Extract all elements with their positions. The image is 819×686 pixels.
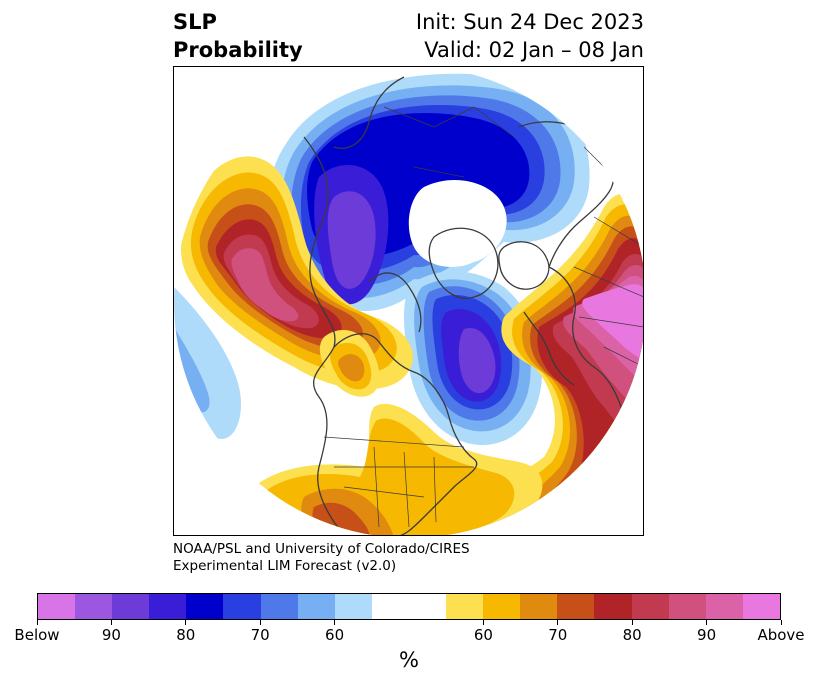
colorbar-segment-5 — [223, 594, 261, 619]
colorbar-segment-12 — [483, 594, 521, 619]
colorbar-unit: % — [399, 648, 419, 672]
colorbar-segment-9 — [371, 594, 409, 619]
colorbar-tick-label: Above — [757, 626, 805, 644]
colorbar-tick-mark — [557, 620, 559, 625]
colorbar-segment-7 — [297, 594, 335, 619]
credit-line-2: Experimental LIM Forecast (v2.0) — [173, 558, 397, 574]
colorbar-tick-mark — [334, 620, 336, 625]
colorbar-tick-label: 80 — [622, 626, 642, 644]
credit-text: NOAA/PSL and University of Colorado/CIRE… — [173, 541, 470, 575]
colorbar-segment-8 — [334, 594, 372, 619]
colorbar-tick-mark — [780, 620, 782, 625]
colorbar-segment-14 — [557, 594, 595, 619]
colorbar-segment-4 — [186, 594, 224, 619]
colorbar-tick-label: 60 — [473, 626, 493, 644]
colorbar-segment-15 — [594, 594, 632, 619]
colorbar-tick-mark — [631, 620, 633, 625]
colorbar-tick-label: 90 — [697, 626, 717, 644]
colorbar-segment-2 — [112, 594, 150, 619]
colorbar-segment-6 — [260, 594, 298, 619]
colorbar-tick-mark — [110, 620, 112, 625]
title-right: Init: Sun 24 Dec 2023 Valid: 02 Jan – 08… — [416, 8, 644, 64]
colorbar-segment-13 — [520, 594, 558, 619]
valid-range: Valid: 02 Jan – 08 Jan — [424, 38, 644, 62]
colorbar-segment-3 — [149, 594, 187, 619]
positive-anomaly-namerica — [247, 330, 543, 535]
political-borders — [323, 106, 643, 528]
credit-line-1: NOAA/PSL and University of Colorado/CIRE… — [173, 541, 470, 557]
colorbar-segment-0 — [38, 594, 76, 619]
colorbar-tick-mark — [482, 620, 484, 625]
map-panel — [173, 66, 644, 536]
colorbar-segment-16 — [631, 594, 669, 619]
colorbar-tick-mark — [259, 620, 261, 625]
colorbar-segment-1 — [75, 594, 113, 619]
colorbar-tick-label: 80 — [176, 626, 196, 644]
colorbar-tick-label: 90 — [101, 626, 121, 644]
title-variable: SLP — [173, 10, 217, 34]
colorbar-segment-11 — [446, 594, 484, 619]
colorbar-segment-18 — [705, 594, 743, 619]
colorbar — [37, 593, 781, 620]
colorbar-segment-17 — [668, 594, 706, 619]
colorbar-segment-19 — [742, 594, 780, 619]
colorbar-tick-label: Below — [14, 626, 60, 644]
blue-anomaly-east — [404, 271, 543, 445]
title-type: Probability — [173, 38, 303, 62]
blue-anomaly-north — [267, 73, 590, 315]
title-left: SLP Probability — [173, 8, 303, 64]
colorbar-tick-label: 70 — [250, 626, 270, 644]
colorbar-segment-10 — [408, 594, 447, 619]
colorbar-tick-label: 60 — [325, 626, 345, 644]
colorbar-tick-mark — [36, 620, 38, 625]
colorbar-tick-mark — [706, 620, 708, 625]
colorbar-tick-label: 70 — [548, 626, 568, 644]
init-date: Init: Sun 24 Dec 2023 — [415, 10, 644, 34]
probability-map — [174, 67, 643, 535]
colorbar-tick-mark — [185, 620, 187, 625]
